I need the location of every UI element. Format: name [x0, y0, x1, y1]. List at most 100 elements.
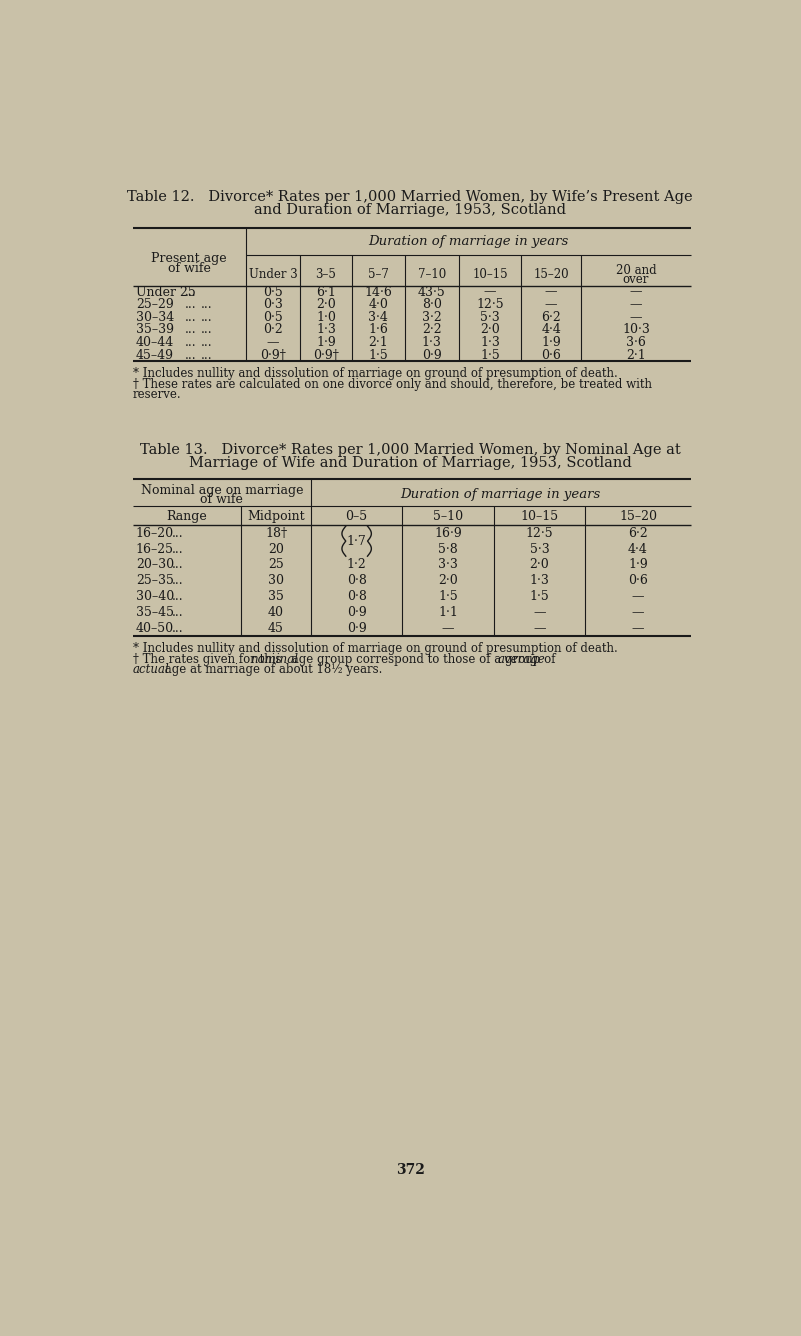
Text: —: — [267, 335, 280, 349]
Text: age at marriage of about 18½ years.: age at marriage of about 18½ years. [161, 663, 383, 676]
Text: 20 and: 20 and [616, 265, 656, 277]
Text: 1·0: 1·0 [316, 311, 336, 323]
Text: 43·5: 43·5 [418, 286, 445, 299]
Text: 10–15: 10–15 [521, 509, 558, 522]
Text: 0–5: 0–5 [345, 509, 368, 522]
Text: 12·5: 12·5 [525, 526, 553, 540]
Text: 0·3: 0·3 [263, 298, 283, 311]
Text: Under 25: Under 25 [136, 286, 195, 299]
Text: 4·4: 4·4 [628, 542, 648, 556]
Text: 25: 25 [268, 558, 284, 572]
Text: 18†: 18† [265, 526, 287, 540]
Text: ...: ... [201, 335, 212, 349]
Text: ...: ... [171, 607, 183, 619]
Text: average: average [498, 653, 545, 665]
Text: nominal: nominal [251, 653, 299, 665]
Text: —: — [545, 286, 557, 299]
Text: 5–7: 5–7 [368, 267, 388, 281]
Text: —: — [533, 607, 545, 619]
Text: ...: ... [171, 542, 183, 556]
Text: 2·0: 2·0 [529, 558, 549, 572]
Text: ...: ... [171, 574, 183, 588]
Text: ...: ... [201, 349, 212, 362]
Text: Midpoint: Midpoint [248, 509, 305, 522]
Text: ...: ... [185, 323, 197, 337]
Text: 0·9†: 0·9† [313, 349, 339, 362]
Text: —: — [632, 591, 644, 603]
Text: 1·3: 1·3 [422, 335, 442, 349]
Text: 1·3: 1·3 [316, 323, 336, 337]
Text: 1·6: 1·6 [368, 323, 388, 337]
Text: 2·1: 2·1 [626, 349, 646, 362]
Text: 40: 40 [268, 607, 284, 619]
Text: 25–29: 25–29 [136, 298, 174, 311]
Text: Present age: Present age [151, 253, 227, 266]
Text: 30: 30 [268, 574, 284, 588]
Text: 1·9: 1·9 [541, 335, 561, 349]
Text: over: over [623, 273, 650, 286]
Text: 0·9: 0·9 [347, 621, 367, 635]
Text: Duration of marriage in years: Duration of marriage in years [368, 235, 569, 247]
Text: 0·8: 0·8 [347, 574, 367, 588]
Text: 1·9: 1·9 [316, 335, 336, 349]
Text: 0·9: 0·9 [347, 607, 367, 619]
Text: 2·0: 2·0 [480, 323, 500, 337]
Text: 30–34: 30–34 [136, 311, 174, 323]
Text: of wife: of wife [200, 493, 244, 506]
Text: —: — [533, 621, 545, 635]
Text: ...: ... [171, 621, 183, 635]
Text: ...: ... [171, 558, 183, 572]
Text: 45: 45 [268, 621, 284, 635]
Text: 0·6: 0·6 [628, 574, 648, 588]
Text: 15–20: 15–20 [619, 509, 657, 522]
Text: 3–5: 3–5 [316, 267, 336, 281]
Text: 2·0: 2·0 [316, 298, 336, 311]
Text: 5·3: 5·3 [480, 311, 500, 323]
Text: 30–40: 30–40 [136, 591, 174, 603]
Text: 1·5: 1·5 [438, 591, 458, 603]
Text: age group correspond to those of a group of: age group correspond to those of a group… [288, 653, 559, 665]
Text: 20: 20 [268, 542, 284, 556]
Text: ...: ... [185, 335, 197, 349]
Text: 372: 372 [396, 1162, 425, 1177]
Text: Marriage of Wife and Duration of Marriage, 1953, Scotland: Marriage of Wife and Duration of Marriag… [189, 456, 631, 470]
Text: 6·2: 6·2 [541, 311, 561, 323]
Text: 1·3: 1·3 [480, 335, 500, 349]
Text: * Includes nullity and dissolution of marriage on ground of presumption of death: * Includes nullity and dissolution of ma… [133, 367, 618, 381]
Text: ...: ... [185, 349, 197, 362]
Text: 0·9†: 0·9† [260, 349, 286, 362]
Text: reserve.: reserve. [133, 387, 181, 401]
Text: 2·2: 2·2 [422, 323, 441, 337]
Text: 0·9: 0·9 [422, 349, 441, 362]
Text: —: — [630, 311, 642, 323]
Text: of wife: of wife [168, 262, 211, 275]
Text: 12·5: 12·5 [476, 298, 504, 311]
Text: —: — [442, 621, 454, 635]
Text: 45–49: 45–49 [136, 349, 174, 362]
Text: * Includes nullity and dissolution of marriage on ground of presumption of death: * Includes nullity and dissolution of ma… [133, 643, 618, 655]
Text: actual: actual [133, 663, 170, 676]
Text: 16–20: 16–20 [136, 526, 174, 540]
Text: 5·8: 5·8 [438, 542, 458, 556]
Text: 0·8: 0·8 [347, 591, 367, 603]
Text: 0·2: 0·2 [263, 323, 283, 337]
Text: —: — [545, 298, 557, 311]
Text: 35: 35 [268, 591, 284, 603]
Text: Nominal age on marriage: Nominal age on marriage [140, 484, 303, 497]
Text: Under 3: Under 3 [248, 267, 297, 281]
Text: 3·3: 3·3 [438, 558, 458, 572]
Text: 16·9: 16·9 [434, 526, 462, 540]
Text: 6·2: 6·2 [628, 526, 648, 540]
Text: 6·1: 6·1 [316, 286, 336, 299]
Text: 8·0: 8·0 [422, 298, 442, 311]
Text: 2·1: 2·1 [368, 335, 388, 349]
Text: Table 12.   Divorce* Rates per 1,000 Married Women, by Wife’s Present Age: Table 12. Divorce* Rates per 1,000 Marri… [127, 190, 693, 204]
Text: 4·4: 4·4 [541, 323, 562, 337]
Text: 1·7: 1·7 [347, 534, 367, 548]
Text: 25–35: 25–35 [136, 574, 174, 588]
Text: 3·6: 3·6 [626, 335, 646, 349]
Text: 10–15: 10–15 [472, 267, 508, 281]
Text: ...: ... [185, 298, 197, 311]
Text: ...: ... [185, 286, 197, 299]
Text: 20–30: 20–30 [136, 558, 174, 572]
